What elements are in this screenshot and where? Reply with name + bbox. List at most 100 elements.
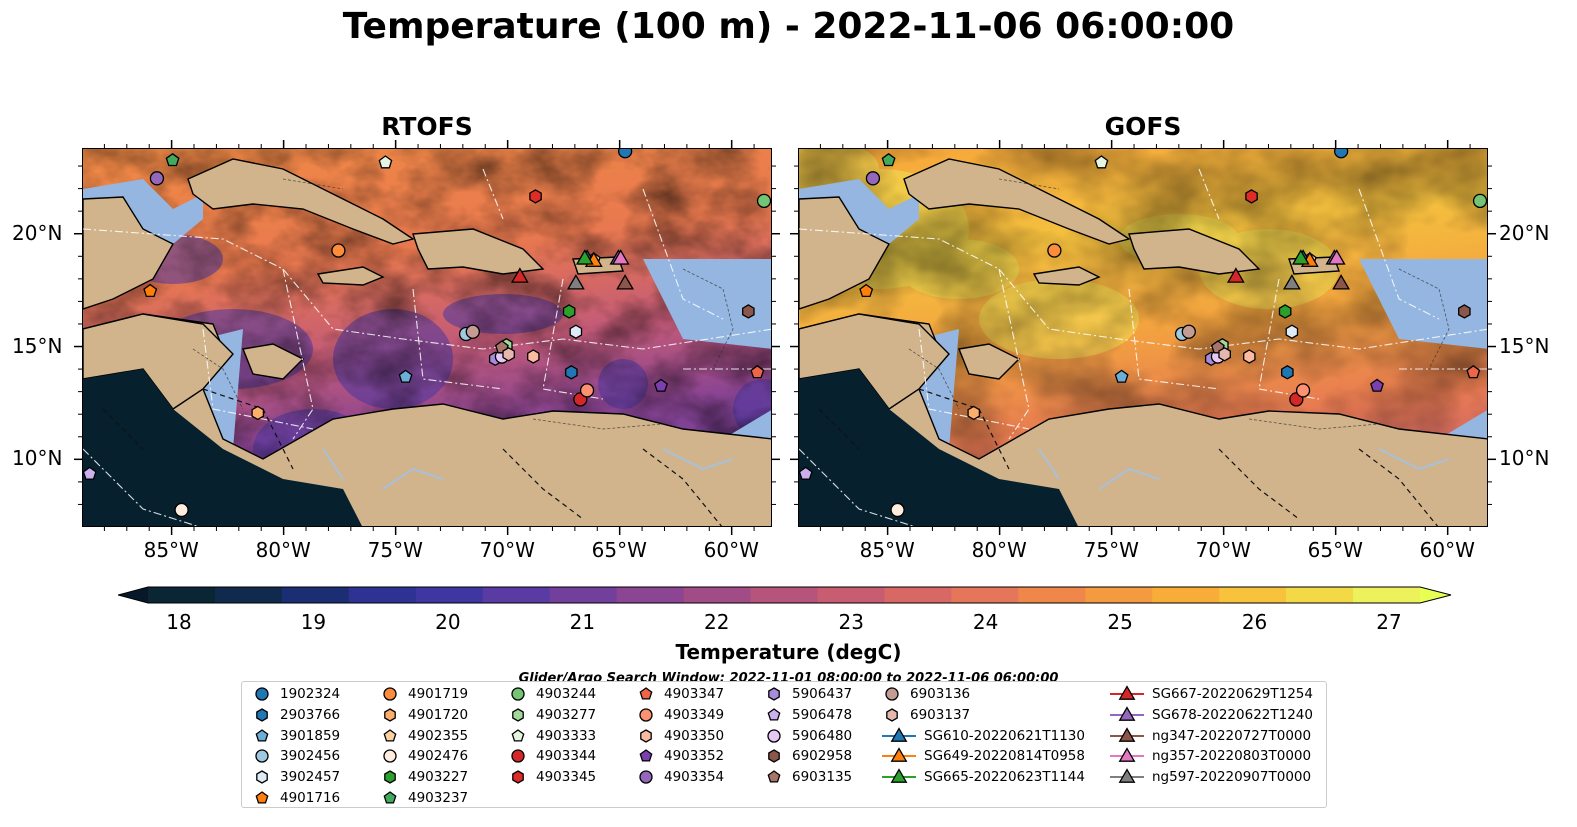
legend-marker xyxy=(384,708,396,722)
obs-marker-6903137 xyxy=(502,347,515,362)
legend-marker xyxy=(767,770,781,783)
circle-marker-icon xyxy=(511,749,525,764)
circle-marker-icon xyxy=(255,749,269,764)
legend-entry: 4903350 xyxy=(636,726,724,746)
colorbar-segment xyxy=(1353,587,1421,603)
colorbar-segment xyxy=(1219,587,1287,603)
obs-marker-ng357-20220803T0000 xyxy=(611,249,630,265)
legend-label: 4903349 xyxy=(664,706,725,723)
hexagon-marker-icon xyxy=(886,708,898,722)
obs-marker-6903136 xyxy=(1181,324,1196,339)
obs-marker-4903345 xyxy=(529,189,542,204)
legend-entry: 4903345 xyxy=(508,767,596,787)
legend-label: 4903350 xyxy=(664,727,725,744)
obs-marker-ng597-20220907T0000 xyxy=(1282,274,1301,290)
legend-entry: ng347-20220727T0000 xyxy=(1110,726,1311,746)
triangle-marker-icon xyxy=(882,726,916,742)
obs-marker-4903244 xyxy=(1472,193,1487,209)
legend-label: 2903766 xyxy=(280,706,341,723)
obs-marker-6902958 xyxy=(1458,304,1471,319)
hexagon-marker-icon xyxy=(768,749,780,764)
colorbar-segment xyxy=(750,587,819,603)
legend-entry: 4903344 xyxy=(508,746,596,766)
legend-label: 1902324 xyxy=(280,686,341,702)
legend-label: 6903137 xyxy=(910,706,971,723)
colorbar-segment xyxy=(148,587,216,603)
legend-label: 4902355 xyxy=(408,727,469,744)
legend-entry: 4903333 xyxy=(508,726,596,746)
triangle-marker-icon xyxy=(1110,768,1144,784)
pentagon-marker-icon xyxy=(383,791,397,804)
y-tick-label-right: 10°N xyxy=(1499,446,1550,471)
legend-entry: 6903136 xyxy=(882,684,970,704)
circle-marker-icon xyxy=(383,749,397,764)
y-tick-label-left: 15°N xyxy=(12,333,63,358)
legend-label: 4903354 xyxy=(664,769,725,786)
legend-marker xyxy=(383,687,397,701)
colorbar-tick-label: 27 xyxy=(1376,610,1402,634)
legend-marker xyxy=(255,749,269,764)
legend-marker xyxy=(1118,685,1136,700)
y-tick-label-right: 15°N xyxy=(1499,333,1550,358)
obs-marker-4901720 xyxy=(967,405,981,421)
obs-marker-4903352 xyxy=(654,378,668,392)
legend-marker xyxy=(767,707,781,721)
legend-marker xyxy=(384,770,396,784)
legend-entry: ng597-20220907T0000 xyxy=(1110,767,1311,787)
legend-label: 4903344 xyxy=(536,748,597,765)
map-canvas xyxy=(83,149,771,526)
colorbar-segment xyxy=(1018,587,1086,603)
x-tick-label: 65°W xyxy=(591,538,647,562)
obs-marker-4903345 xyxy=(1245,189,1258,204)
x-tick-label: 85°W xyxy=(859,538,915,562)
colorbar-segment xyxy=(549,587,618,603)
legend-label: 4903237 xyxy=(408,790,469,806)
obs-marker-4901719 xyxy=(1047,243,1062,258)
legend-label: 4901720 xyxy=(408,706,469,723)
colorbar-segment xyxy=(951,587,1019,603)
obs-marker-SG667-20220629T1254 xyxy=(1226,267,1245,283)
legend-entry: 3902457 xyxy=(252,767,340,787)
y-tick-label-left: 10°N xyxy=(12,446,63,471)
rtofs-map[interactable] xyxy=(82,148,772,527)
triangle-marker-icon xyxy=(1110,706,1144,721)
legend-entry: ng357-20220803T0000 xyxy=(1110,746,1311,766)
obs-marker-4903237 xyxy=(881,152,896,167)
legend-marker xyxy=(890,747,908,763)
gofs-map[interactable] xyxy=(798,148,1488,527)
obs-marker-4903354 xyxy=(149,171,165,186)
obs-marker-4903354 xyxy=(865,171,881,186)
colorbar-segment xyxy=(1085,587,1153,603)
obs-marker-3901859 xyxy=(398,369,413,383)
legend-label: 3902456 xyxy=(280,748,341,765)
hexagon-marker-icon xyxy=(384,708,396,722)
legend-entry: 4901719 xyxy=(380,684,468,704)
colorbar-tick-label: 24 xyxy=(972,610,999,634)
legend-entry: SG678-20220622T1240 xyxy=(1110,705,1313,725)
legend-marker xyxy=(383,791,397,804)
figure-title: Temperature (100 m) - 2022-11-06 06:00:0… xyxy=(342,6,1235,47)
legend-marker xyxy=(255,687,269,701)
legend-label: 6902958 xyxy=(792,748,853,765)
legend-label: SG667-20220629T1254 xyxy=(1152,686,1313,702)
hexagon-marker-icon xyxy=(512,708,524,722)
map-canvas xyxy=(799,149,1487,526)
legend-marker xyxy=(639,749,653,762)
obs-marker-3902457 xyxy=(569,324,583,339)
x-tick-label: 65°W xyxy=(1307,538,1363,562)
circle-marker-icon xyxy=(885,687,899,701)
legend-marker xyxy=(767,728,781,743)
pentagon-marker-icon xyxy=(511,728,525,742)
obs-marker-4901719 xyxy=(331,243,346,258)
obs-marker-4903349 xyxy=(579,383,595,398)
colorbar-segment xyxy=(683,587,752,603)
circle-marker-icon xyxy=(639,708,653,722)
legend-label: 4901719 xyxy=(408,686,469,702)
legend-marker xyxy=(640,728,652,743)
colorbar-tick-label: 18 xyxy=(166,610,192,634)
colorbar-segment xyxy=(1152,587,1220,603)
obs-marker-ng347-20220727T0000 xyxy=(616,274,635,290)
pentagon-marker-icon xyxy=(383,728,397,742)
legend-entry: 3901859 xyxy=(252,726,340,746)
legend-marker xyxy=(890,768,908,784)
